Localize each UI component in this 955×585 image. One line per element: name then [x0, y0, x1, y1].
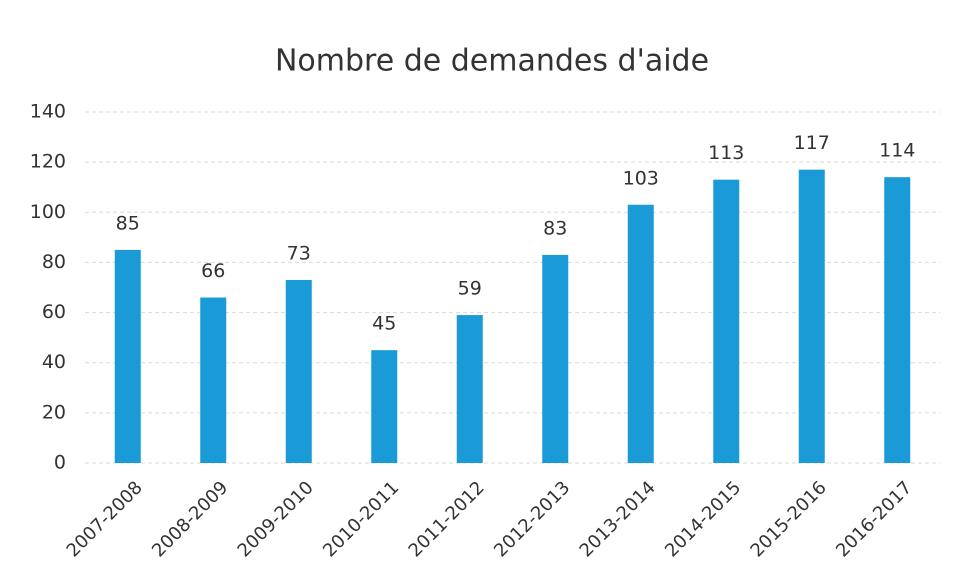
y-tick-label: 100 — [30, 201, 66, 223]
bar — [456, 315, 483, 463]
data-label: 117 — [794, 132, 830, 154]
bar — [200, 297, 227, 463]
x-tick-label: 2013-2014 — [576, 477, 660, 561]
y-tick-label: 80 — [42, 251, 66, 273]
x-tick-label: 2009-2010 — [234, 477, 318, 561]
x-tick-label: 2012-2013 — [490, 477, 574, 561]
y-tick-label: 120 — [30, 151, 66, 173]
data-label: 45 — [372, 313, 396, 335]
x-tick-label: 2016-2017 — [832, 477, 916, 561]
y-tick-label: 40 — [42, 351, 66, 373]
chart-title: Nombre de demandes d'aide — [275, 44, 709, 79]
bar — [285, 279, 312, 463]
x-tick-label: 2014-2015 — [661, 477, 745, 561]
data-label: 85 — [116, 212, 140, 234]
bar — [114, 249, 141, 463]
data-label: 103 — [623, 167, 659, 189]
data-label: 113 — [708, 142, 744, 164]
y-tick-label: 60 — [42, 301, 66, 323]
x-tick-label: 2008-2009 — [148, 477, 232, 561]
x-tick-label: 2011-2012 — [405, 477, 489, 561]
bar — [713, 179, 740, 463]
y-tick-label: 140 — [30, 101, 66, 123]
y-tick-label: 0 — [54, 452, 66, 474]
bar — [542, 254, 569, 463]
bar — [798, 169, 825, 463]
y-tick-label: 20 — [42, 401, 66, 423]
data-label: 83 — [543, 217, 567, 239]
data-label: 59 — [458, 278, 482, 300]
bar — [371, 350, 398, 463]
data-label: 73 — [287, 242, 311, 264]
data-label: 66 — [201, 260, 225, 282]
x-tick-label: 2007-2008 — [63, 477, 147, 561]
data-label: 114 — [879, 140, 915, 162]
bar — [884, 177, 911, 463]
x-tick-label: 2015-2016 — [747, 477, 831, 561]
bar — [627, 204, 654, 463]
x-tick-label: 2010-2011 — [319, 477, 403, 561]
